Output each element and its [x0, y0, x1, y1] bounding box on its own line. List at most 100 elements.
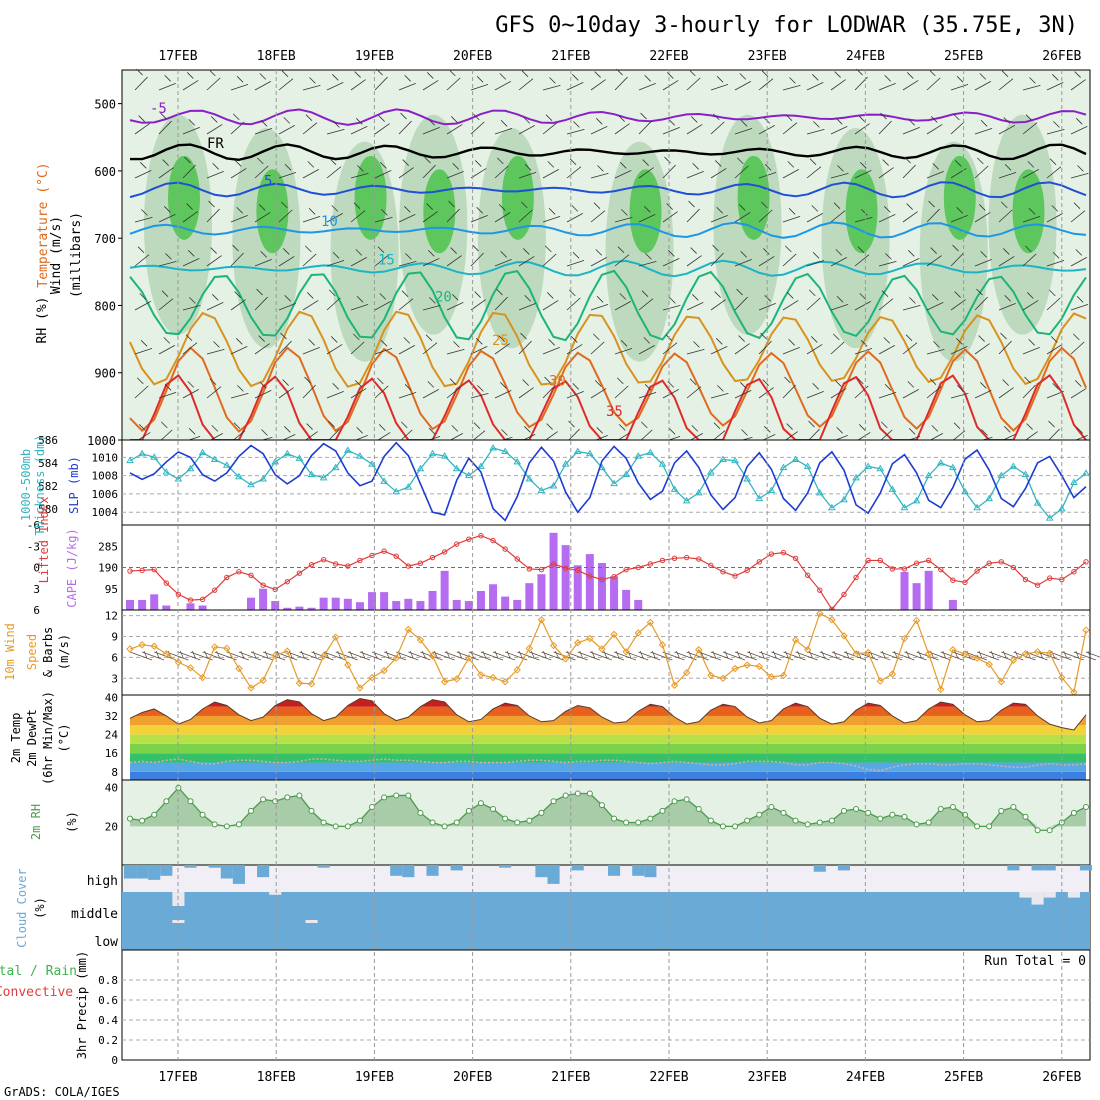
wind-barb [698, 650, 721, 661]
wind-barb [190, 650, 213, 661]
rh-point [816, 819, 823, 826]
slp-line [129, 441, 1087, 522]
rh-point [344, 823, 351, 830]
cloud-gap-bar [305, 920, 318, 923]
wind-barb [590, 333, 605, 355]
wind-barb [854, 115, 870, 135]
lifted-index-point [550, 561, 557, 567]
wind-barb [446, 116, 463, 135]
thickness-point [477, 462, 485, 469]
lifted-index-point [248, 572, 254, 578]
wind-barb [892, 650, 915, 661]
wind-barb [830, 202, 846, 223]
wind-speed-point [779, 671, 788, 680]
y-tick-label: 1008 [92, 470, 119, 483]
wind-barb [134, 68, 148, 91]
wind-barb [182, 156, 196, 179]
thickness-point [585, 449, 594, 457]
rh-contour-high [501, 155, 534, 240]
wind-speed-point [356, 684, 364, 692]
wind-barb [577, 650, 600, 661]
thickness-point [1082, 469, 1090, 476]
thickness-point [985, 494, 994, 502]
y-axis-label: 3hr Precip (mm) [75, 951, 89, 1059]
wind-barb [830, 165, 849, 179]
wind-speed-point [949, 646, 957, 654]
wind-barb [134, 340, 153, 355]
wind-barb [178, 650, 201, 661]
wind-barb [806, 158, 822, 179]
wind-barb [686, 163, 704, 179]
thickness-point [210, 455, 219, 463]
rh-point [405, 792, 412, 799]
cape-bar [416, 601, 425, 610]
wind-barb [518, 201, 533, 223]
wind-barb [974, 204, 991, 223]
wind-barb [420, 650, 443, 661]
y-tick-label: 12 [105, 610, 118, 623]
instability-panel: -6 -3 0 3 6 95 190 285 [27, 519, 1091, 617]
rh-point [695, 805, 702, 812]
wind-speed-point [477, 671, 485, 679]
wind-barb [998, 248, 1015, 267]
wind-speed-point [150, 642, 158, 650]
wind-barb [206, 200, 220, 223]
wind-barb [638, 159, 654, 179]
rh-contour-high [256, 169, 289, 254]
cape-bar [452, 599, 461, 610]
wind-barb [950, 338, 968, 355]
thickness-point [949, 463, 957, 471]
wind-speed-point [864, 648, 872, 657]
y-tick-label: 285 [98, 540, 118, 553]
wind-barb [747, 650, 770, 661]
wind-barb [926, 69, 941, 91]
wind-barb [734, 382, 752, 399]
wind-barb [974, 288, 988, 311]
wind-barb [254, 288, 268, 311]
wind-barb [638, 112, 652, 135]
wind-barb [902, 250, 920, 267]
wind-barb [830, 333, 845, 355]
wind-barb [566, 74, 584, 91]
wind-barb [974, 157, 989, 179]
wind-barb [854, 293, 871, 311]
wind-barb [878, 337, 895, 355]
cape-bar [392, 601, 401, 610]
y-axis-label: & Barbs [41, 627, 55, 678]
y-axis-label: Wind (m/s) [49, 216, 64, 294]
rh-point [538, 809, 545, 816]
lifted-index-point [454, 541, 460, 547]
wind-barb [326, 205, 343, 223]
wind-barb [542, 376, 556, 399]
rh-point [187, 798, 194, 805]
thickness-point [138, 449, 146, 457]
wind-speed-point [622, 648, 630, 656]
wind-speed-point [307, 680, 316, 688]
y-axis-label: (%) [65, 811, 79, 833]
lifted-index-point [381, 548, 387, 554]
wind-barb [974, 73, 991, 91]
wind-barb [902, 381, 919, 399]
wind-barb [662, 203, 678, 223]
rh-point [949, 804, 956, 811]
wind-barb [710, 338, 728, 355]
wind-speed-point [537, 616, 546, 624]
rh-point [889, 811, 896, 818]
wind-speed-point [259, 676, 267, 685]
lifted-index-point [974, 568, 980, 574]
wind-barb [326, 336, 343, 355]
wind-barb [1070, 165, 1089, 179]
wind-barb [278, 248, 295, 267]
wind-barb [134, 377, 149, 399]
lifted-index-point [671, 555, 678, 561]
wind-barb [398, 290, 414, 311]
wind-barb [758, 201, 773, 223]
cloud-bar-high [450, 865, 463, 871]
y-tick-label: 24 [105, 729, 119, 742]
lifted-index-point [599, 576, 605, 583]
wind-barb [326, 121, 345, 135]
wind-speed-point [1021, 650, 1030, 658]
cloud-gap-bar [1019, 892, 1032, 898]
thickness-point [682, 496, 691, 504]
wind-speed-point [658, 641, 667, 649]
